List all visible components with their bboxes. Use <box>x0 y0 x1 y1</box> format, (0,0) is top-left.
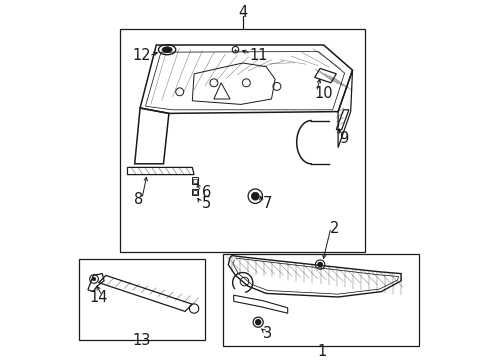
Circle shape <box>92 277 96 281</box>
Text: 8: 8 <box>133 192 142 207</box>
Bar <box>192 189 198 195</box>
Circle shape <box>255 320 260 325</box>
Bar <box>120 29 365 252</box>
Text: 4: 4 <box>238 5 247 20</box>
Text: 9: 9 <box>338 131 347 146</box>
Bar <box>193 190 197 194</box>
Text: 5: 5 <box>202 196 211 211</box>
Text: 14: 14 <box>89 289 108 305</box>
Text: 11: 11 <box>249 48 267 63</box>
Text: 12: 12 <box>132 48 151 63</box>
Text: 2: 2 <box>329 221 339 236</box>
Bar <box>193 179 197 183</box>
Text: 1: 1 <box>317 343 326 359</box>
Circle shape <box>251 192 259 200</box>
Bar <box>223 254 418 346</box>
Ellipse shape <box>162 47 172 53</box>
Text: 7: 7 <box>263 196 272 211</box>
Bar <box>192 177 198 184</box>
Text: 6: 6 <box>202 185 211 200</box>
Circle shape <box>317 262 322 267</box>
Text: 10: 10 <box>314 86 332 101</box>
Text: 13: 13 <box>132 333 151 348</box>
Text: 3: 3 <box>263 325 272 341</box>
Bar <box>79 259 204 340</box>
